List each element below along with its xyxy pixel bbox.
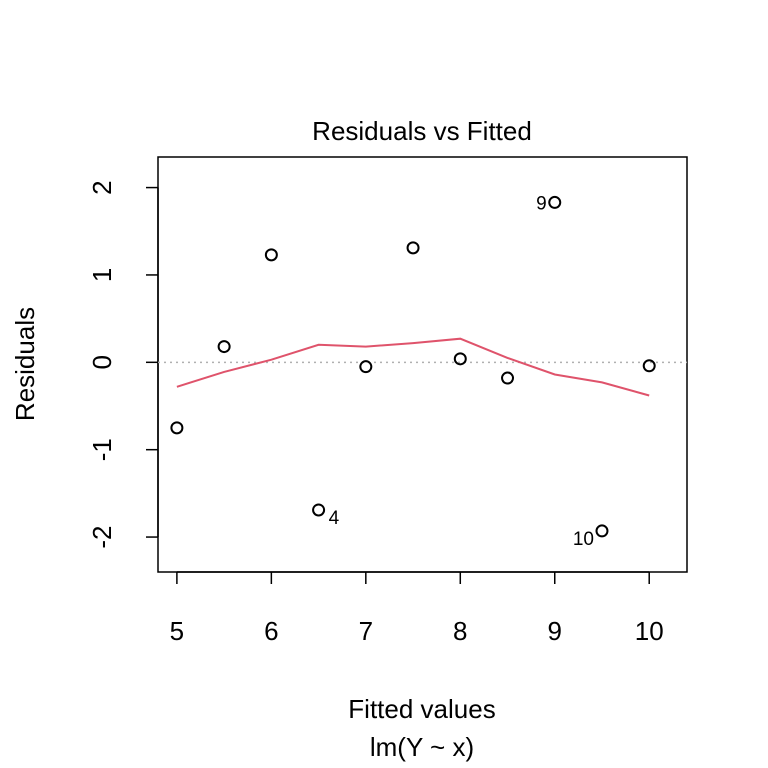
data-point	[170, 421, 184, 435]
y-axis-label: Residuals	[10, 307, 40, 421]
x-axis: 5 6 7 8 9 10	[170, 571, 664, 646]
y-tick-label: -1	[87, 438, 117, 461]
data-point	[501, 371, 515, 385]
chart-subtitle: lm(Y ~ x)	[370, 732, 474, 762]
point-id-label: 10	[573, 529, 594, 550]
data-point	[312, 503, 326, 517]
y-axis: -2 -1 0 1 2	[87, 180, 159, 549]
plot-frame	[157, 156, 688, 573]
data-point	[217, 340, 231, 354]
y-tick-label: 1	[87, 268, 117, 282]
data-point	[548, 195, 562, 209]
x-tick-label: 10	[635, 616, 664, 646]
data-point	[453, 352, 467, 366]
y-tick-label: 0	[87, 355, 117, 369]
x-tick-label: 7	[359, 616, 373, 646]
x-tick-label: 8	[453, 616, 467, 646]
data-points: 4 9 10	[170, 193, 656, 550]
data-point	[595, 524, 609, 538]
data-point	[406, 241, 420, 255]
y-tick-label: 2	[87, 180, 117, 194]
y-tick-label: -2	[87, 525, 117, 548]
x-tick-label: 5	[170, 616, 184, 646]
point-id-label: 4	[329, 508, 340, 529]
chart-title: Residuals vs Fitted	[312, 116, 532, 146]
x-tick-label: 9	[548, 616, 562, 646]
smoother-line	[176, 337, 650, 397]
data-point	[359, 360, 373, 374]
x-axis-label: Fitted values	[348, 694, 495, 724]
x-tick-label: 6	[264, 616, 278, 646]
point-id-label: 9	[536, 193, 547, 214]
data-point	[264, 248, 278, 262]
data-point	[642, 359, 656, 373]
